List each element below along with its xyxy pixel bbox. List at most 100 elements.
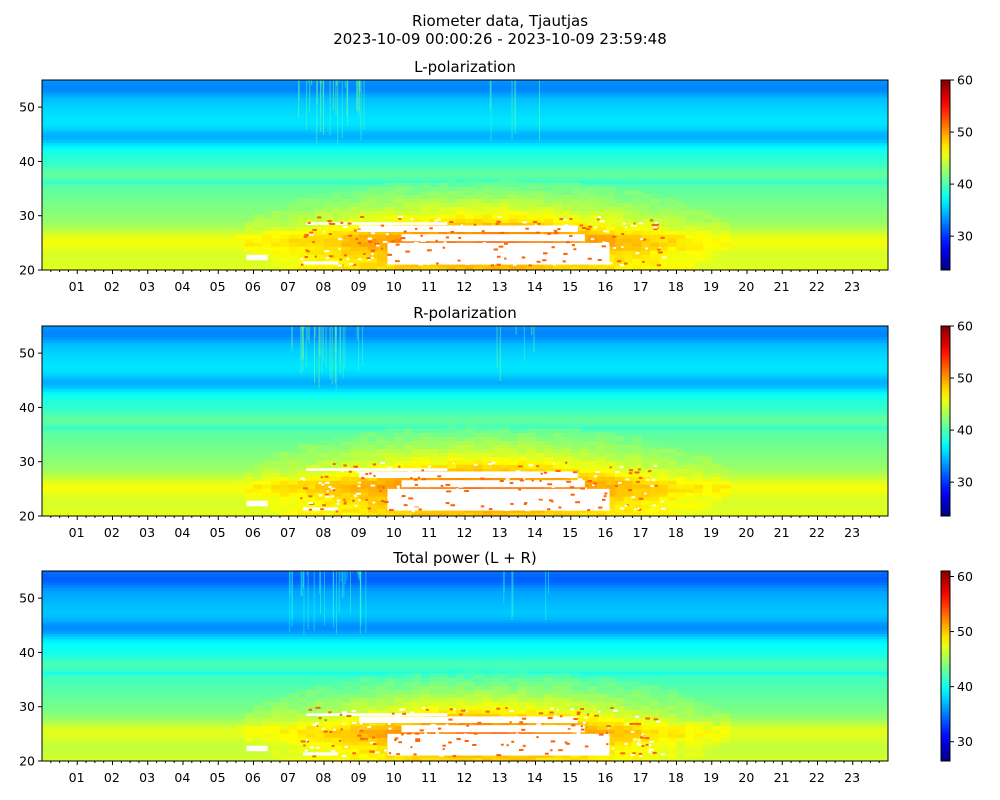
x-tick-label: 15 bbox=[562, 770, 578, 785]
x-tick-label: 09 bbox=[351, 525, 367, 540]
y-tick-label: 30 bbox=[19, 699, 35, 714]
x-tick-label: 08 bbox=[315, 279, 331, 294]
x-tick-label: 16 bbox=[597, 279, 613, 294]
x-tick-label: 06 bbox=[245, 770, 261, 785]
x-tick-label: 04 bbox=[174, 770, 190, 785]
heatmap-image bbox=[42, 326, 888, 516]
x-tick-label: 18 bbox=[668, 770, 684, 785]
x-tick-label: 20 bbox=[738, 770, 754, 785]
x-tick-label: 08 bbox=[315, 525, 331, 540]
x-tick-label: 03 bbox=[139, 279, 155, 294]
heatmap-image bbox=[42, 571, 888, 761]
saturated-region bbox=[246, 461, 666, 513]
figure-subtitle: 2023-10-09 00:00:26 - 2023-10-09 23:59:4… bbox=[333, 30, 667, 48]
panel-title: Total power (L + R) bbox=[392, 549, 537, 567]
y-tick-label: 40 bbox=[19, 400, 35, 415]
colorbar-tick-label: 40 bbox=[957, 679, 973, 694]
chart-panel-2: R-polarization 20 30 40 50 01 02 03 04 05 06 07 08 09… bbox=[19, 304, 973, 540]
saturated-region bbox=[246, 215, 667, 267]
colorbar-tick-label: 60 bbox=[957, 73, 973, 88]
x-tick-label: 22 bbox=[809, 770, 825, 785]
x-tick-label: 19 bbox=[703, 770, 719, 785]
x-tick-label: 14 bbox=[527, 770, 543, 785]
colorbar-tick-label: 60 bbox=[957, 569, 973, 584]
colorbar bbox=[940, 570, 951, 762]
x-tick-label: 13 bbox=[492, 770, 508, 785]
colorbar-tick-label: 40 bbox=[957, 177, 973, 192]
x-tick-label: 10 bbox=[386, 770, 402, 785]
x-tick-label: 14 bbox=[527, 279, 543, 294]
colorbar-tick-label: 50 bbox=[957, 624, 973, 639]
x-tick-label: 05 bbox=[210, 525, 226, 540]
colorbar bbox=[940, 325, 951, 517]
y-tick-label: 30 bbox=[19, 454, 35, 469]
x-tick-label: 22 bbox=[809, 279, 825, 294]
y-tick-label: 50 bbox=[19, 346, 35, 361]
colorbar bbox=[940, 79, 951, 271]
chart-panel-3: Total power (L + R) 20 30 40 50 01 02 03 04 05 06 0… bbox=[19, 549, 973, 785]
panel-title: L-polarization bbox=[414, 58, 516, 76]
heatmap-image bbox=[42, 80, 888, 270]
colorbar-tick-label: 30 bbox=[957, 734, 973, 749]
x-tick-label: 12 bbox=[456, 525, 472, 540]
x-tick-label: 13 bbox=[492, 279, 508, 294]
x-tick-label: 04 bbox=[174, 279, 190, 294]
x-tick-label: 13 bbox=[492, 525, 508, 540]
x-tick-label: 01 bbox=[69, 525, 85, 540]
x-tick-label: 11 bbox=[421, 279, 437, 294]
x-tick-label: 04 bbox=[174, 525, 190, 540]
x-tick-label: 09 bbox=[351, 279, 367, 294]
colorbar-tick-label: 50 bbox=[957, 371, 973, 386]
x-tick-label: 12 bbox=[456, 770, 472, 785]
x-tick-label: 19 bbox=[703, 279, 719, 294]
x-tick-label: 03 bbox=[139, 770, 155, 785]
x-tick-label: 02 bbox=[104, 770, 120, 785]
colorbar-tick-label: 40 bbox=[957, 423, 973, 438]
x-tick-label: 17 bbox=[633, 525, 649, 540]
x-tick-label: 01 bbox=[69, 770, 85, 785]
x-tick-label: 03 bbox=[139, 525, 155, 540]
colorbar-tick-label: 60 bbox=[957, 319, 973, 334]
x-tick-label: 20 bbox=[738, 525, 754, 540]
x-tick-label: 02 bbox=[104, 279, 120, 294]
x-tick-label: 18 bbox=[668, 279, 684, 294]
x-tick-label: 14 bbox=[527, 525, 543, 540]
panel-title: R-polarization bbox=[413, 304, 516, 322]
x-tick-label: 02 bbox=[104, 525, 120, 540]
y-tick-label: 50 bbox=[19, 591, 35, 606]
y-tick-label: 20 bbox=[19, 754, 35, 769]
x-tick-label: 21 bbox=[774, 525, 790, 540]
x-tick-label: 12 bbox=[456, 279, 472, 294]
saturated-region bbox=[246, 706, 665, 758]
chart-panel-1: L-polarization 20 30 40 50 01 02 03 04 05 06 07 08 09… bbox=[19, 58, 973, 294]
x-tick-label: 23 bbox=[844, 525, 860, 540]
x-tick-label: 17 bbox=[633, 279, 649, 294]
x-tick-label: 11 bbox=[421, 770, 437, 785]
x-tick-label: 23 bbox=[844, 279, 860, 294]
x-tick-label: 16 bbox=[597, 525, 613, 540]
x-tick-label: 06 bbox=[245, 279, 261, 294]
y-tick-label: 40 bbox=[19, 154, 35, 169]
x-tick-label: 17 bbox=[633, 770, 649, 785]
x-tick-label: 08 bbox=[315, 770, 331, 785]
colorbar-tick-label: 50 bbox=[957, 125, 973, 140]
x-tick-label: 19 bbox=[703, 525, 719, 540]
x-tick-label: 10 bbox=[386, 279, 402, 294]
x-tick-label: 18 bbox=[668, 525, 684, 540]
y-tick-label: 20 bbox=[19, 509, 35, 524]
colorbar-tick-label: 30 bbox=[957, 229, 973, 244]
figure-title: Riometer data, Tjautjas bbox=[411, 12, 589, 30]
x-tick-label: 20 bbox=[738, 279, 754, 294]
x-tick-label: 22 bbox=[809, 525, 825, 540]
colorbar-tick-label: 30 bbox=[957, 475, 973, 490]
x-tick-label: 07 bbox=[280, 770, 296, 785]
x-tick-label: 15 bbox=[562, 279, 578, 294]
x-tick-label: 05 bbox=[210, 279, 226, 294]
x-tick-label: 06 bbox=[245, 525, 261, 540]
y-tick-label: 40 bbox=[19, 645, 35, 660]
x-tick-label: 16 bbox=[597, 770, 613, 785]
y-tick-label: 50 bbox=[19, 100, 35, 115]
x-tick-label: 07 bbox=[280, 279, 296, 294]
x-tick-label: 07 bbox=[280, 525, 296, 540]
